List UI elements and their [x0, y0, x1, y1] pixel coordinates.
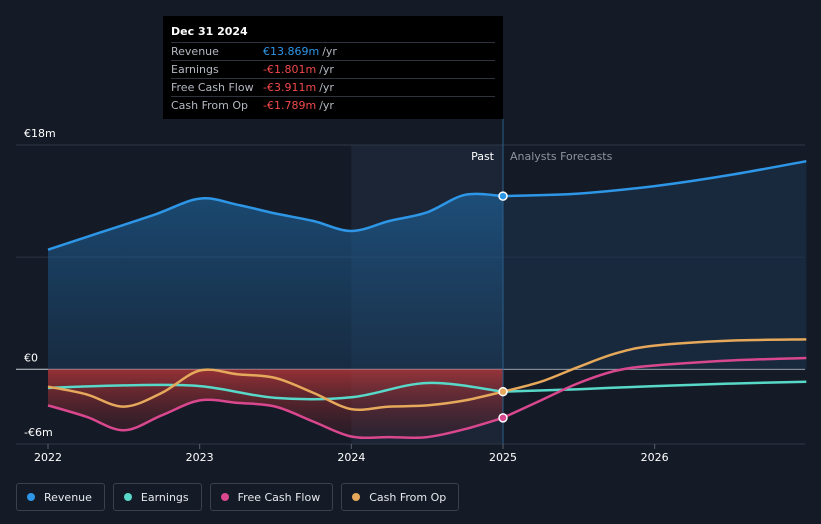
- tooltip-row: Earnings -€1.801m/yr: [171, 60, 495, 78]
- tooltip-row: Free Cash Flow -€3.911m/yr: [171, 78, 495, 96]
- tooltip-row: Cash From Op -€1.789m/yr: [171, 96, 495, 114]
- series-markers: [498, 191, 508, 423]
- free-cash-flow-line-forecast: [502, 356, 807, 419]
- tooltip-row-unit: /yr: [319, 63, 334, 76]
- cash-from-op-marker: [498, 386, 508, 397]
- revenue-line-forecast: [502, 159, 807, 198]
- series-areas: [48, 161, 807, 438]
- legend-label: Earnings: [140, 490, 189, 504]
- legend-dot-icon: [220, 493, 229, 501]
- revenue-line-past: [47, 192, 504, 251]
- tooltip-row-label: Earnings: [171, 63, 219, 76]
- earnings-line-forecast: [502, 380, 807, 393]
- cash-from-op-line-forecast: [502, 338, 807, 393]
- legend-item-cash-from-op[interactable]: Cash From Op: [341, 483, 460, 511]
- tooltip-row-value: -€3.911m: [263, 81, 317, 94]
- legend-label: Revenue: [44, 490, 92, 504]
- legend-item-free-cash-flow[interactable]: Free Cash Flow: [209, 483, 334, 511]
- series-lines: [47, 159, 807, 440]
- legend-dot-icon: [27, 493, 35, 501]
- tooltip-row-label: Cash From Op: [171, 99, 249, 112]
- tooltip-row-unit: /yr: [322, 45, 337, 58]
- legend-dot-icon: [352, 493, 361, 501]
- revenue-area: [48, 193, 503, 370]
- negative-area: [48, 369, 503, 438]
- x-axis-labels: 2022 2023 2024 2025 2026: [34, 444, 669, 464]
- legend-item-earnings[interactable]: Earnings: [112, 483, 202, 511]
- legend-label: Free Cash Flow: [237, 490, 321, 504]
- y-tick-label: -€6m: [24, 426, 53, 439]
- revenue-forecast-area: [503, 161, 807, 370]
- tooltip-row-value: -€1.789m: [263, 99, 317, 112]
- y-tick-label: €0: [24, 351, 38, 364]
- cash-from-op-line-past: [47, 368, 504, 412]
- legend: Revenue Earnings Free Cash Flow Cash From O…: [16, 483, 460, 511]
- free-cash-flow-line-past: [47, 398, 504, 440]
- x-tick-label: 2022: [34, 451, 62, 464]
- legend-item-revenue[interactable]: Revenue: [16, 483, 105, 511]
- x-tick-label: 2023: [186, 451, 214, 464]
- tooltip-row-unit: /yr: [319, 81, 334, 94]
- tooltip-row-label: Free Cash Flow: [171, 81, 254, 94]
- tooltip-row-value: €13.869m: [263, 45, 320, 58]
- tooltip-row: Revenue €13.869m/yr: [171, 42, 495, 60]
- y-axis-labels: €18m €0 -€6m: [24, 127, 56, 439]
- y-tick-label: €18m: [24, 127, 56, 140]
- free-cash-flow-marker: [498, 413, 508, 423]
- legend-dot-icon: [123, 493, 132, 501]
- revenue-marker: [498, 191, 508, 201]
- tooltip-row-unit: /yr: [319, 99, 334, 112]
- x-tick-label: 2025: [489, 451, 517, 464]
- tooltip-row-value: -€1.801m: [263, 63, 317, 76]
- x-tick-label: 2024: [337, 451, 365, 464]
- tooltip-date: Dec 31 2024: [171, 25, 248, 38]
- tooltip: Dec 31 2024 Revenue €13.869m/yr Earnings -€…: [163, 16, 503, 119]
- x-tick-label: 2026: [641, 451, 669, 464]
- chart: Past Analysts Forecasts €18m€0-€6m 2022 2…: [16, 119, 807, 464]
- past-label: Past: [471, 150, 495, 163]
- forecast-label: Analysts Forecasts: [510, 150, 613, 163]
- legend-label: Cash From Op: [369, 490, 447, 504]
- earnings-line-past: [47, 381, 504, 401]
- tooltip-row-label: Revenue: [171, 45, 219, 58]
